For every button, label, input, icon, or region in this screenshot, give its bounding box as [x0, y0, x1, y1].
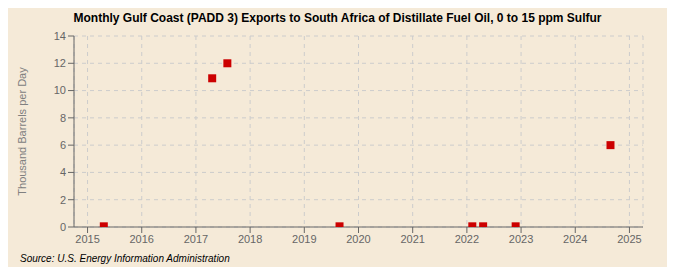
- svg-text:2019: 2019: [292, 233, 316, 245]
- svg-text:2025: 2025: [617, 233, 641, 245]
- svg-text:2021: 2021: [400, 233, 424, 245]
- svg-text:14: 14: [54, 30, 66, 42]
- svg-text:2: 2: [60, 194, 66, 206]
- svg-text:2020: 2020: [346, 233, 370, 245]
- svg-text:0: 0: [60, 221, 66, 233]
- svg-text:12: 12: [54, 57, 66, 69]
- svg-text:Thousand Barrels per Day: Thousand Barrels per Day: [16, 67, 28, 196]
- html-text:Source: U.S. Energy Informatio: Source: U.S. Energy Information Administ…: [20, 253, 230, 264]
- svg-text:2022: 2022: [455, 233, 479, 245]
- svg-text:2015: 2015: [75, 233, 99, 245]
- svg-text:10: 10: [54, 84, 66, 96]
- svg-text:2023: 2023: [509, 233, 533, 245]
- svg-text:8: 8: [60, 112, 66, 124]
- svg-text:2017: 2017: [184, 233, 208, 245]
- svg-text:4: 4: [60, 166, 66, 178]
- svg-text:2016: 2016: [129, 233, 153, 245]
- svg-text:2018: 2018: [238, 233, 262, 245]
- svg-text:2024: 2024: [563, 233, 587, 245]
- svg-text:6: 6: [60, 139, 66, 151]
- html-text:Monthly Gulf Coast (PADD 3) Ex: Monthly Gulf Coast (PADD 3) Exports to S…: [73, 11, 602, 25]
